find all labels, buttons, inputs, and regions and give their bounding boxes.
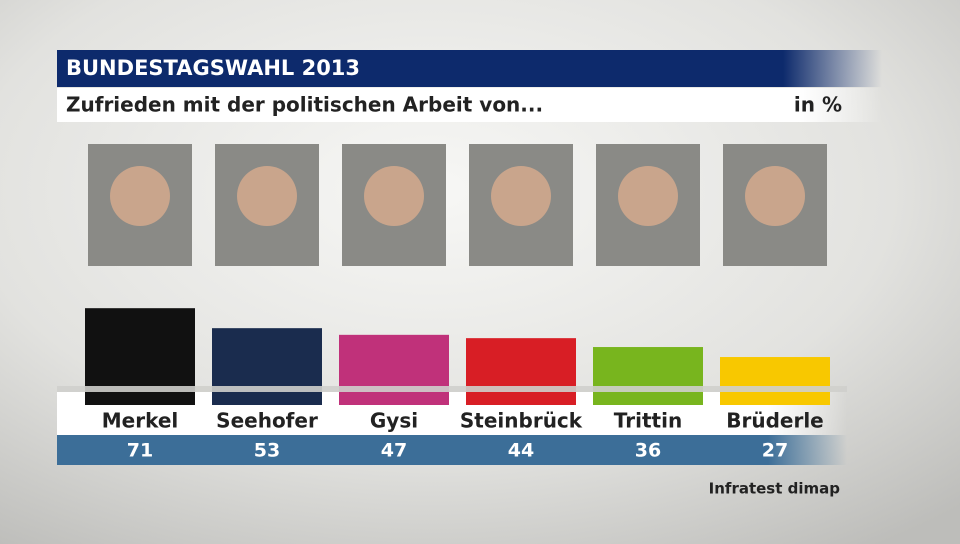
value-label: 71 [127,440,153,462]
source: Infratest dimap [709,480,841,498]
value-label: 47 [381,440,407,462]
subtitle-bar [57,88,882,122]
value-label: 36 [635,440,661,462]
category-label: Brüderle [726,409,824,433]
bar [212,328,322,405]
unit: in % [794,93,842,117]
bar [466,338,576,405]
category-label: Seehofer [216,409,318,433]
shelf [57,386,847,392]
photo-face [618,166,678,226]
photo-face [237,166,297,226]
title-bar [57,50,882,87]
value-band [57,435,847,465]
photo-face [491,166,551,226]
value-label: 53 [254,440,280,462]
value-label: 44 [508,440,534,462]
category-label: Trittin [614,409,682,433]
value-label: 27 [762,440,788,462]
photo-face [364,166,424,226]
bar [720,357,830,405]
category-label: Gysi [370,409,418,433]
subtitle: Zufrieden mit der politischen Arbeit von… [66,93,543,117]
photo-face [745,166,805,226]
photo-face [110,166,170,226]
chart-title: BUNDESTAGSWAHL 2013 [66,56,360,80]
bar [593,347,703,405]
category-label: Steinbrück [460,409,583,433]
bar [339,334,449,405]
category-label: Merkel [102,409,179,433]
